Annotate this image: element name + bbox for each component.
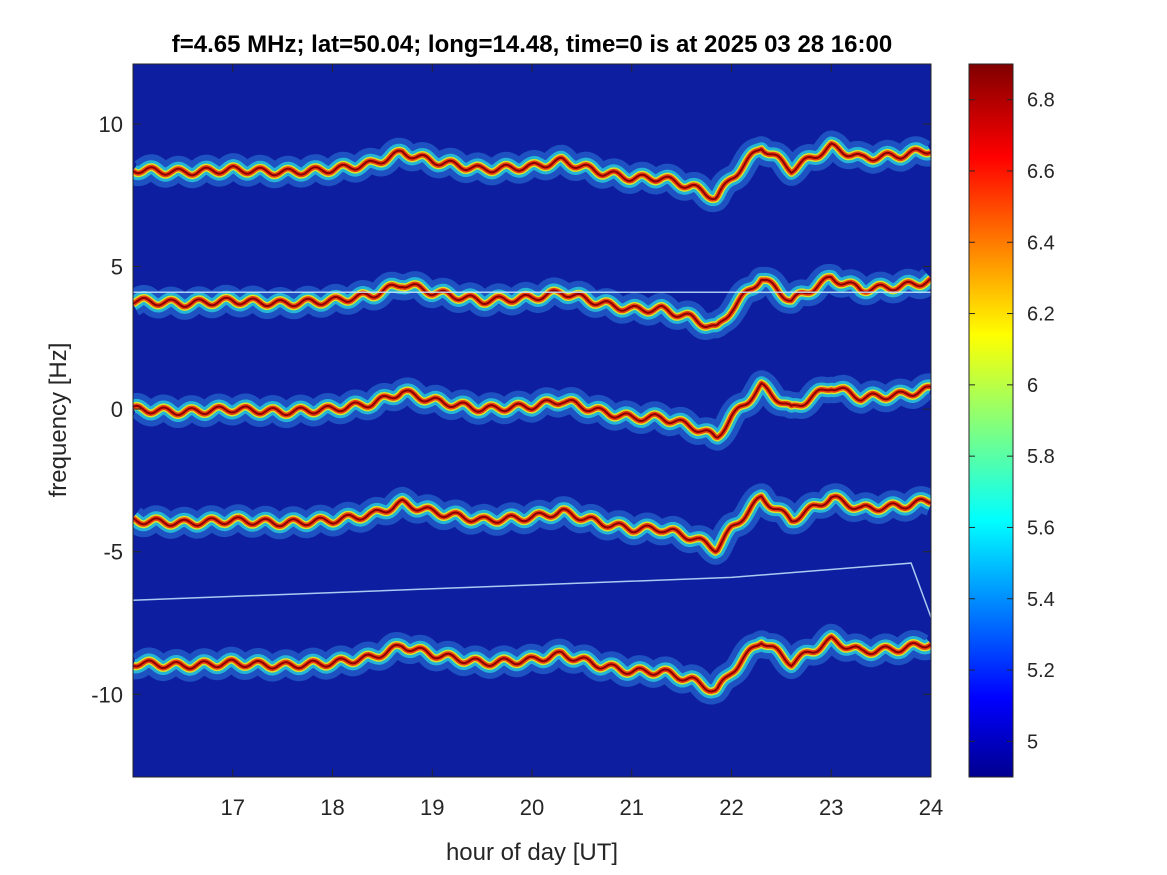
x-axis: 17 18 19 20 21 22 23 24 — [221, 64, 943, 820]
y-axis: 10 5 0 -5 -10 — [91, 112, 931, 707]
harmonic-band — [133, 483, 931, 565]
harmonic-band — [133, 623, 931, 705]
x-tick-label: 17 — [221, 795, 245, 820]
x-tick-label: 23 — [819, 795, 843, 820]
band-stroke — [133, 635, 931, 693]
band-stroke — [133, 142, 931, 201]
x-tick-label: 19 — [420, 795, 444, 820]
band-stroke — [133, 382, 931, 439]
interference-line — [133, 562, 931, 618]
colorbar-tick-label: 6.8 — [1027, 90, 1055, 112]
colorbar-tick-label: 5.2 — [1027, 660, 1055, 682]
harmonic-band — [133, 130, 931, 213]
band-stroke — [133, 275, 931, 328]
x-tick-label: 18 — [320, 795, 344, 820]
x-tick-label: 24 — [919, 795, 943, 820]
colorbar-tick-label: 5.6 — [1027, 517, 1055, 539]
colorbar-tick-label: 6.2 — [1027, 304, 1055, 326]
y-tick-label: -10 — [91, 682, 123, 707]
x-tick-label: 20 — [520, 795, 544, 820]
colorbar-tick-label: 6 — [1027, 375, 1038, 397]
band-stroke — [133, 495, 931, 553]
colorbar-tick-label: 6.4 — [1027, 232, 1055, 254]
colorbar-tick-label: 6.6 — [1027, 161, 1055, 183]
y-tick-label: 10 — [99, 112, 123, 137]
colorbar — [968, 63, 1014, 778]
y-axis-label: frequency [Hz] — [45, 343, 72, 498]
harmonic-band — [133, 370, 931, 451]
colorbar-tick-label: 5 — [1027, 731, 1038, 753]
y-tick-label: -5 — [103, 540, 123, 565]
harmonic-band — [133, 263, 931, 340]
plot-area — [133, 130, 931, 705]
chart-title: f=4.65 MHz; lat=50.04; long=14.48, time=… — [172, 31, 892, 58]
x-tick-label: 22 — [719, 795, 743, 820]
colorbar-tick-label: 5.4 — [1027, 589, 1055, 611]
y-tick-label: 0 — [111, 397, 123, 422]
x-tick-label: 21 — [620, 795, 644, 820]
colorbar-ticks: 6.8 6.6 6.4 6.2 6 5.8 5.6 5.4 5.2 5 — [969, 90, 1055, 753]
y-tick-label: 5 — [111, 254, 123, 279]
colorbar-tick-label: 5.8 — [1027, 446, 1055, 468]
x-axis-label: hour of day [UT] — [446, 839, 618, 866]
